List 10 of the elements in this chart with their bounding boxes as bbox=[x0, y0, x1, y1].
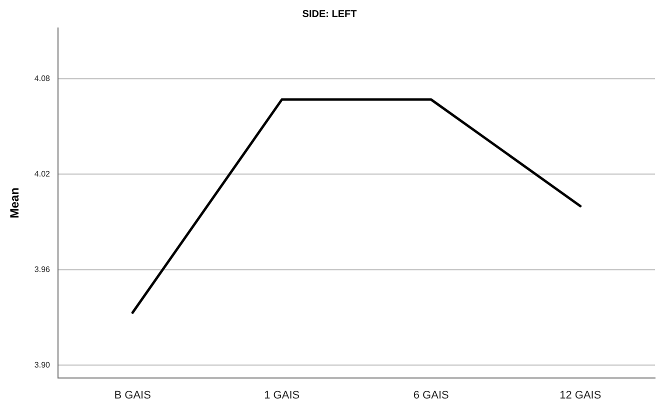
x-tick-label: 12 GAIS bbox=[560, 389, 602, 402]
y-tick-label: 3.90 bbox=[34, 360, 51, 370]
y-tick-label: 4.08 bbox=[34, 74, 51, 84]
y-axis-title: Mean bbox=[8, 188, 22, 218]
x-tick-label: 1 GAIS bbox=[264, 389, 300, 402]
chart-title: SIDE: LEFT bbox=[302, 8, 357, 20]
x-tick-label: B GAIS bbox=[114, 389, 151, 402]
y-tick-label: 3.96 bbox=[34, 264, 51, 274]
y-tick-label: 4.02 bbox=[34, 169, 51, 178]
x-tick-label: 6 GAIS bbox=[413, 389, 449, 402]
